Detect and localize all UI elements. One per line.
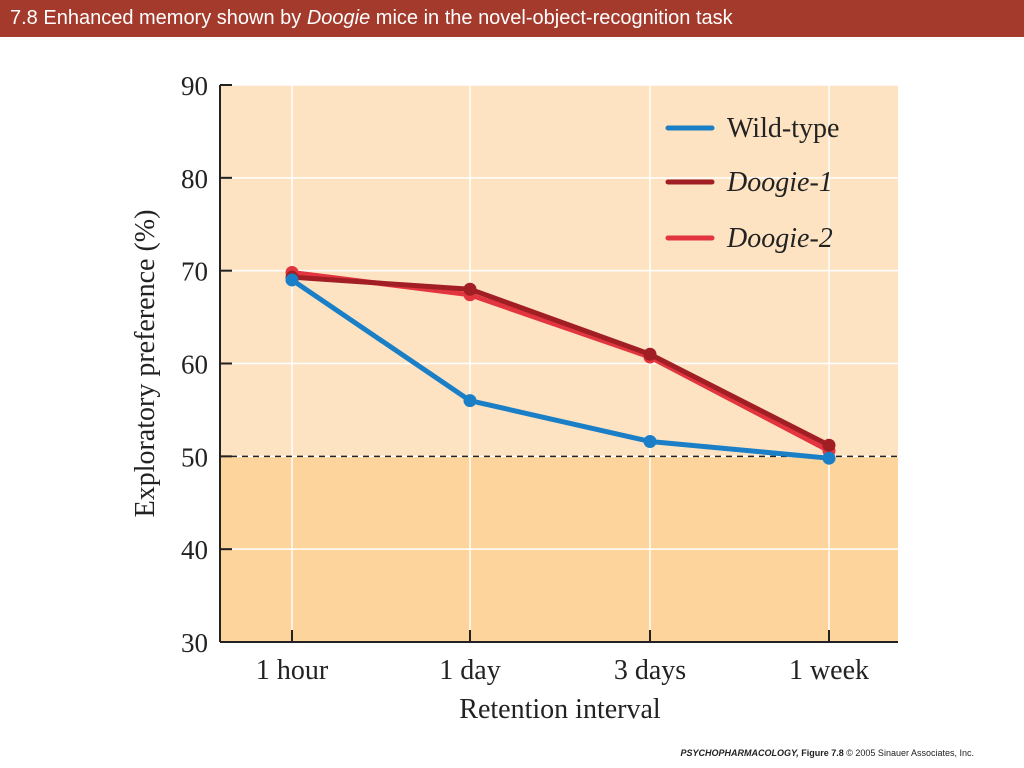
data-point-doogie-1	[643, 347, 657, 361]
y-tick-label: 60	[181, 350, 208, 380]
x-tick-label: 3 days	[614, 655, 686, 686]
slide-title-italic: Doogie	[306, 7, 371, 29]
legend: Wild-type Doogie-1 Doogie-2	[665, 113, 839, 254]
credit-book: PSYCHOPHARMACOLOGY,	[680, 748, 799, 758]
data-point-doogie-1	[822, 438, 836, 452]
y-tick-label: 70	[181, 257, 208, 287]
data-point-wild-type	[463, 394, 477, 408]
y-tick-label: 40	[181, 535, 208, 565]
credit-figure: Figure 7.8	[801, 748, 844, 758]
credit-rest: © 2005 Sinauer Associates, Inc.	[846, 748, 974, 758]
legend-label: Doogie-1	[726, 167, 833, 198]
data-point-wild-type	[285, 273, 299, 287]
x-tick-label: 1 day	[439, 655, 500, 686]
slide-title-prefix: 7.8 Enhanced memory shown by	[10, 7, 302, 29]
data-point-doogie-1	[463, 282, 477, 296]
series-line-doogie-1	[289, 274, 832, 448]
slide-title: 7.8 Enhanced memory shown by Doogie mice…	[0, 0, 1024, 37]
series-line-wild-type	[289, 277, 832, 461]
y-tick-label: 50	[181, 442, 208, 472]
x-axis-title: Retention interval	[459, 694, 661, 725]
line-chart: 30 40 50 60 70 80 90 1 hour 1 day 3 days 1 week Wi…	[130, 71, 898, 725]
data-point-wild-type	[822, 451, 836, 465]
y-tick-label: 30	[181, 628, 208, 658]
x-tick-label: 1 week	[789, 655, 869, 686]
slide-title-suffix: mice in the novel-object-recognition tas…	[375, 7, 733, 29]
legend-label: Doogie-2	[726, 223, 833, 254]
axis-labels: Retention interval Exploratory preference…	[130, 210, 661, 725]
y-tick-label: 90	[181, 71, 208, 101]
data-point-wild-type	[643, 434, 657, 448]
y-axis-title: Exploratory preference (%)	[130, 210, 161, 518]
figure-credit: PSYCHOPHARMACOLOGY, Figure 7.8 © 2005 Si…	[681, 748, 974, 758]
axes: 30 40 50 60 70 80 90 1 hour 1 day 3 days 1 week	[181, 71, 898, 686]
y-tick-label: 80	[181, 164, 208, 194]
x-tick-label: 1 hour	[256, 655, 329, 686]
series-lines	[285, 266, 836, 465]
legend-label: Wild-type	[727, 113, 839, 144]
